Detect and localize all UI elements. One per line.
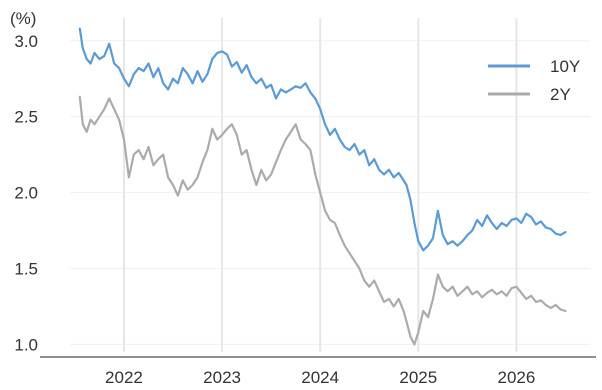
series-lines: [78, 27, 567, 346]
x-tick-label: 2024: [301, 368, 339, 387]
y-tick-label: 1.5: [14, 260, 38, 279]
y-tick-label: 2.5: [14, 108, 38, 127]
grid-lines: [70, 18, 590, 352]
x-tick-label: 2025: [399, 368, 437, 387]
x-tick-labels: 2022 2023 2024 2025 2026: [105, 368, 535, 387]
x-tick-label: 2026: [498, 368, 536, 387]
y-tick-label: 2.0: [14, 184, 38, 203]
legend-label-2y: 2Y: [550, 85, 571, 104]
y-tick-label: 3.0: [14, 32, 38, 51]
y-tick-labels: 1.0 1.5 2.0 2.5 3.0: [14, 32, 38, 355]
x-tick-label: 2022: [105, 368, 143, 387]
series-line-2y: [78, 95, 567, 346]
unit-label: (%): [10, 9, 36, 28]
series-line-10y: [78, 27, 567, 252]
legend-label-10y: 10Y: [550, 57, 580, 76]
y-tick-label: 1.0: [14, 335, 38, 354]
x-tick-label: 2023: [203, 368, 241, 387]
